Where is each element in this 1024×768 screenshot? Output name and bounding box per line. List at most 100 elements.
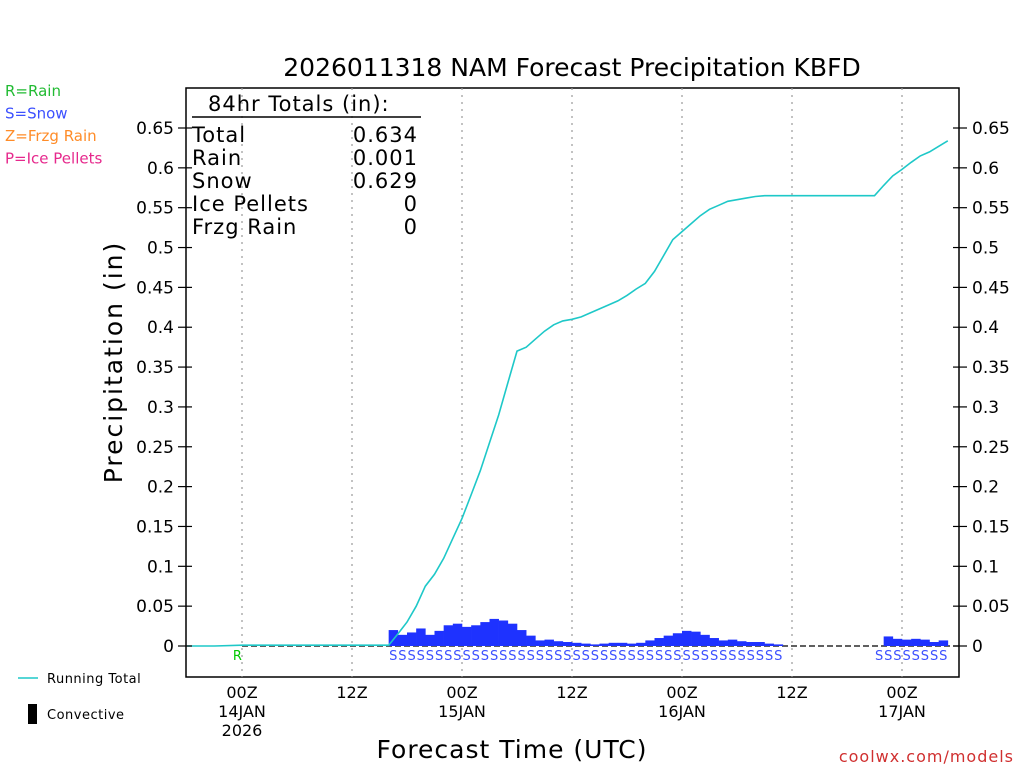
precip-type-marker: S <box>692 649 700 664</box>
precip-type-marker: S <box>609 649 617 664</box>
precip-bar <box>498 620 509 646</box>
y-tick-label: 0.4 <box>972 318 999 338</box>
precip-bar <box>902 639 912 646</box>
precip-type-marker: S <box>554 649 562 664</box>
x-tick-label: 16JAN <box>658 702 706 721</box>
x-tick-label: 00Z <box>226 683 257 702</box>
y-tick-label: 0.35 <box>136 358 174 378</box>
totals-rows: Total 0.634 Rain 0.001 Snow 0.629 Ice Pellets 0… <box>191 123 418 239</box>
precip-bar <box>608 642 619 646</box>
y-tick-label: 0.2 <box>147 478 174 498</box>
x-tick-label: 12Z <box>336 683 367 702</box>
precip-bar <box>572 642 582 646</box>
x-tick-label: 00Z <box>886 683 917 702</box>
y-tick-label: 0.4 <box>147 318 174 338</box>
y-tick-label: 0.15 <box>972 517 1010 537</box>
precip-bar <box>700 634 710 646</box>
precip-type-marker: S <box>719 649 727 664</box>
precip-type-marker: S <box>582 649 590 664</box>
y-tick-label: 0.25 <box>972 438 1010 458</box>
precip-type-marker: S <box>627 649 635 664</box>
precip-type-marker: S <box>912 649 920 664</box>
precip-type-marker: S <box>499 649 507 664</box>
y-tick-label: 0.3 <box>972 398 999 418</box>
y-axis-label: Precipitation (in) <box>99 241 128 484</box>
hourly-precip-bars <box>388 618 949 646</box>
precip-bar <box>691 631 701 646</box>
precip-bar <box>407 632 417 646</box>
precip-bar <box>526 635 536 646</box>
precip-bar <box>636 642 646 646</box>
precip-bar <box>535 640 545 646</box>
totals-box: 84hr Totals (in): Total 0.634 Rain 0.001 Sno… <box>191 92 421 239</box>
precip-bar <box>425 634 435 646</box>
x-tick-label: 14JAN <box>218 702 266 721</box>
precip-type-marker: S <box>453 649 461 664</box>
precip-type-marker: S <box>673 649 681 664</box>
y-tick-label: 0.45 <box>972 278 1010 298</box>
y-tick-label: 0.55 <box>136 199 174 219</box>
x-tick-label: 00Z <box>446 683 477 702</box>
precip-type-marker: S <box>737 649 745 664</box>
precip-bar <box>443 625 454 646</box>
legend-label: Running Total <box>47 672 141 687</box>
precip-type-marker: S <box>756 649 764 664</box>
precip-bar <box>434 630 444 646</box>
precip-bar <box>617 642 628 646</box>
chart-title: 2026011318 NAM Forecast Precipitation KB… <box>283 53 860 82</box>
precip-bar <box>388 630 399 646</box>
precip-bar <box>397 634 408 646</box>
y-tick-label: 0.6 <box>972 159 999 179</box>
precip-type-marker: S <box>710 649 718 664</box>
y-tick-label: 0 <box>972 637 983 657</box>
precip-bar <box>682 630 692 646</box>
precip-bar <box>764 643 774 646</box>
precip-bar <box>581 643 591 646</box>
precip-bar <box>489 618 499 646</box>
vertical-gridlines <box>241 88 903 677</box>
precip-bar <box>892 638 903 646</box>
precip-type-marker: S <box>747 649 755 664</box>
precip-bar <box>755 642 765 646</box>
y-tick-label: 0.05 <box>136 597 174 617</box>
precip-bar <box>517 630 527 646</box>
y-tick-label: 0.15 <box>136 517 174 537</box>
x-tick-label: 00Z <box>666 683 697 702</box>
precip-type-marker: S <box>536 649 544 664</box>
precip-type-marker: S <box>939 649 947 664</box>
precip-bar <box>562 642 573 646</box>
precip-type-marker: S <box>435 649 443 664</box>
precip-type-marker: S <box>508 649 516 664</box>
precip-type-legend-item: P=Ice Pellets <box>5 150 102 168</box>
totals-row-label: Total <box>191 123 246 147</box>
running-total-line <box>187 140 949 647</box>
series-legend: Running Total Convective <box>18 672 141 724</box>
y-tick-label: 0 <box>163 637 174 657</box>
y-tick-label: 0.5 <box>147 239 174 259</box>
precip-bar <box>920 639 930 646</box>
y-axis-right: 0 0.05 0.1 0.15 0.2 0.25 0.3 0.35 0.4 0.45 0.5 0.55… <box>953 119 1010 657</box>
precip-bar <box>929 642 939 646</box>
precip-bar <box>654 638 664 646</box>
precip-bar <box>507 623 518 646</box>
precip-type-marker: S <box>545 649 553 664</box>
y-tick-label: 0.2 <box>972 478 999 498</box>
totals-row-value: 0.001 <box>353 146 418 170</box>
precip-type-marker: S <box>618 649 626 664</box>
x-axis-label: Forecast Time (UTC) <box>377 735 648 764</box>
totals-row-value: 0 <box>404 192 418 216</box>
totals-row-label: Frzg Rain <box>192 215 297 239</box>
credit-link[interactable]: coolwx.com/models <box>839 747 1014 766</box>
precip-type-marker: S <box>646 649 654 664</box>
precip-type-marker: S <box>490 649 498 664</box>
precip-bar <box>452 623 463 646</box>
precip-type-marker: S <box>481 649 489 664</box>
precip-type-marker: S <box>527 649 535 664</box>
precip-bar <box>627 643 637 646</box>
totals-row-label: Rain <box>192 146 242 170</box>
precip-bar <box>462 626 472 646</box>
precip-type-marker: S <box>600 649 608 664</box>
y-tick-label: 0.65 <box>972 119 1010 139</box>
